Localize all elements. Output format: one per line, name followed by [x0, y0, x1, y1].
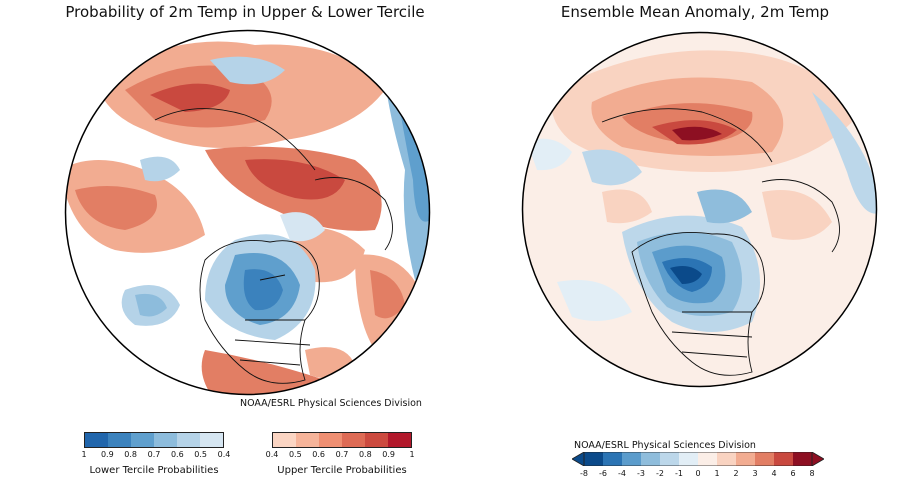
colorbar-segment	[319, 433, 342, 447]
upper-tercile-colorbar	[272, 432, 412, 448]
colorbar-segment	[793, 452, 813, 466]
anomaly-ticks: -8 -6 -4 -3 -2 -1 0 1 2 3 4 6 8	[580, 469, 815, 479]
colorbar-segment	[584, 452, 604, 466]
colorbar-tick-label: 0.8	[124, 450, 138, 459]
colorbar-segment	[698, 452, 718, 466]
colorbar-min-extension	[572, 452, 585, 466]
colorbar-segment	[736, 452, 756, 466]
colorbar-tick-label: 1	[714, 469, 720, 478]
colorbar-tick-label: 2	[733, 469, 739, 478]
anomaly-colorbar	[572, 452, 824, 466]
colorbar-segment	[177, 433, 200, 447]
colorbar-tick-label: 0.9	[382, 450, 396, 459]
colorbar-segment	[622, 452, 642, 466]
tercile-probability-map	[64, 29, 431, 396]
colorbar-tick-label: 0.5	[194, 450, 208, 459]
right-map-title: Ensemble Mean Anomaly, 2m Temp	[560, 3, 830, 21]
colorbar-tick-label: 1	[409, 450, 415, 459]
colorbar-tick-label: 3	[752, 469, 758, 478]
colorbar-segment	[641, 452, 661, 466]
colorbar-tick-label: 6	[790, 469, 796, 478]
colorbar-tick-label: 0.7	[147, 450, 161, 459]
colorbar-segment	[273, 433, 296, 447]
anomaly-shading	[527, 50, 877, 332]
colorbar-tick-label: -2	[655, 469, 664, 478]
colorbar-segment	[603, 452, 623, 466]
colorbar-tick-label: -3	[637, 469, 645, 478]
left-map-credit: NOAA/ESRL Physical Sciences Division	[240, 398, 422, 409]
upper-tercile-label: Upper Tercile Probabilities	[277, 465, 407, 476]
colorbar-segment	[131, 433, 154, 447]
colorbar-segment	[365, 433, 388, 447]
colorbar-segment	[342, 433, 365, 447]
colorbar-tick-label: 8	[809, 469, 815, 478]
colorbar-tick-label: 0.8	[358, 450, 372, 459]
colorbar-segment	[660, 452, 680, 466]
probability-shading	[65, 41, 430, 395]
colorbar-segment	[154, 433, 177, 447]
colorbar-segment	[108, 433, 131, 447]
colorbar-max-extension	[811, 452, 824, 466]
right-map-credit: NOAA/ESRL Physical Sciences Division	[574, 440, 756, 451]
coastlines	[154, 108, 393, 384]
colorbar-tick-label: 4	[771, 469, 777, 478]
colorbar-tick-label: 0.7	[335, 450, 349, 459]
upper-tercile-ticks: 0.4 0.5 0.6 0.7 0.8 0.9 1	[266, 450, 415, 460]
colorbar-segment	[296, 433, 319, 447]
colorbar-tick-label: -1	[675, 469, 683, 478]
lower-tercile-colorbar	[84, 432, 224, 448]
colorbar-tick-label: 0.6	[312, 450, 326, 459]
lower-tercile-label: Lower Tercile Probabilities	[89, 465, 219, 476]
colorbar-segment	[774, 452, 794, 466]
colorbar-tick-label: -4	[617, 469, 626, 478]
lower-tercile-ticks: 1 0.9 0.8 0.7 0.6 0.5 0.4	[81, 450, 230, 460]
colorbar-tick-label: 0.4	[217, 450, 231, 459]
colorbar-segment	[85, 433, 108, 447]
colorbar-tick-label: 0	[695, 469, 701, 478]
colorbar-segment	[755, 452, 775, 466]
colorbar-segment	[717, 452, 737, 466]
colorbar-tick-label: 0.4	[265, 450, 279, 459]
colorbar-tick-label: 0.5	[288, 450, 302, 459]
colorbar-segment	[679, 452, 699, 466]
left-map-title: Probability of 2m Temp in Upper & Lower …	[65, 3, 425, 21]
colorbar-segment	[388, 433, 411, 447]
colorbar-tick-label: 0.9	[100, 450, 114, 459]
colorbar-tick-label: 0.6	[170, 450, 184, 459]
ensemble-anomaly-map	[521, 31, 878, 388]
colorbar-tick-label: -6	[598, 469, 607, 478]
colorbar-segment	[200, 433, 223, 447]
colorbar-tick-label: 1	[81, 450, 87, 459]
colorbar-tick-label: -8	[580, 469, 588, 478]
colorbar-outline	[583, 452, 813, 466]
coastlines	[601, 108, 840, 376]
